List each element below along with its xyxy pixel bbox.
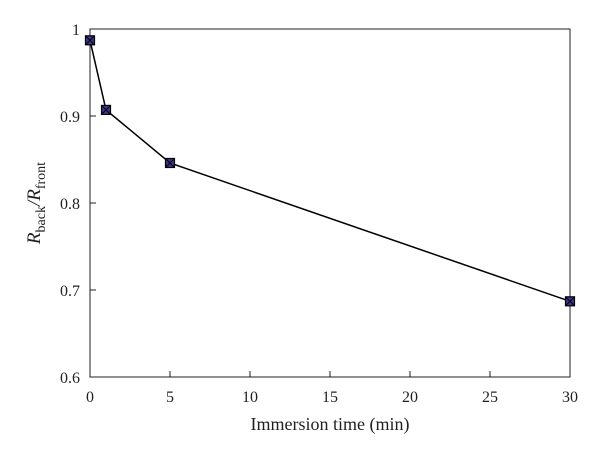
series-layer: [84, 35, 576, 307]
y-axis-title-symbol-2: R: [24, 189, 45, 202]
y-axis-title-symbol-1: R: [24, 232, 45, 245]
y-tick-label: 0.6: [60, 370, 80, 387]
y-axis-title-separator: /: [24, 199, 45, 207]
marker-cross: [165, 158, 175, 168]
x-axis: 0 5 10 15 20 25 30: [86, 371, 578, 406]
y-tick-label: 1: [72, 22, 80, 39]
data-point: [100, 104, 112, 116]
marker-cross: [565, 296, 575, 307]
x-tick-label: 15: [322, 389, 338, 406]
x-axis-title: Immersion time (min): [251, 414, 410, 435]
y-axis-title-sub-1: back: [34, 206, 49, 232]
marker-cross: [85, 35, 95, 46]
x-tick-label: 25: [482, 389, 498, 406]
y-axis: 0.6 0.7 0.8 0.9 1: [60, 22, 96, 387]
y-tick-label: 0.9: [60, 109, 80, 126]
series-line: [89, 40, 571, 303]
x-tick-label: 0: [86, 389, 94, 406]
data-point: [164, 157, 176, 169]
x-tick-label: 30: [562, 389, 578, 406]
data-point: [564, 296, 576, 307]
plot-area: [89, 28, 571, 378]
y-axis-title-sub-2: front: [34, 162, 49, 189]
y-axis-title: Rback/Rfront: [24, 162, 49, 245]
x-tick-label: 10: [242, 389, 258, 406]
marker-cross: [101, 105, 111, 115]
data-point: [84, 35, 96, 46]
y-tick-label: 0.8: [60, 196, 80, 213]
x-tick-label: 5: [166, 389, 174, 406]
y-tick-label: 0.7: [60, 283, 80, 300]
x-tick-label: 20: [402, 389, 418, 406]
